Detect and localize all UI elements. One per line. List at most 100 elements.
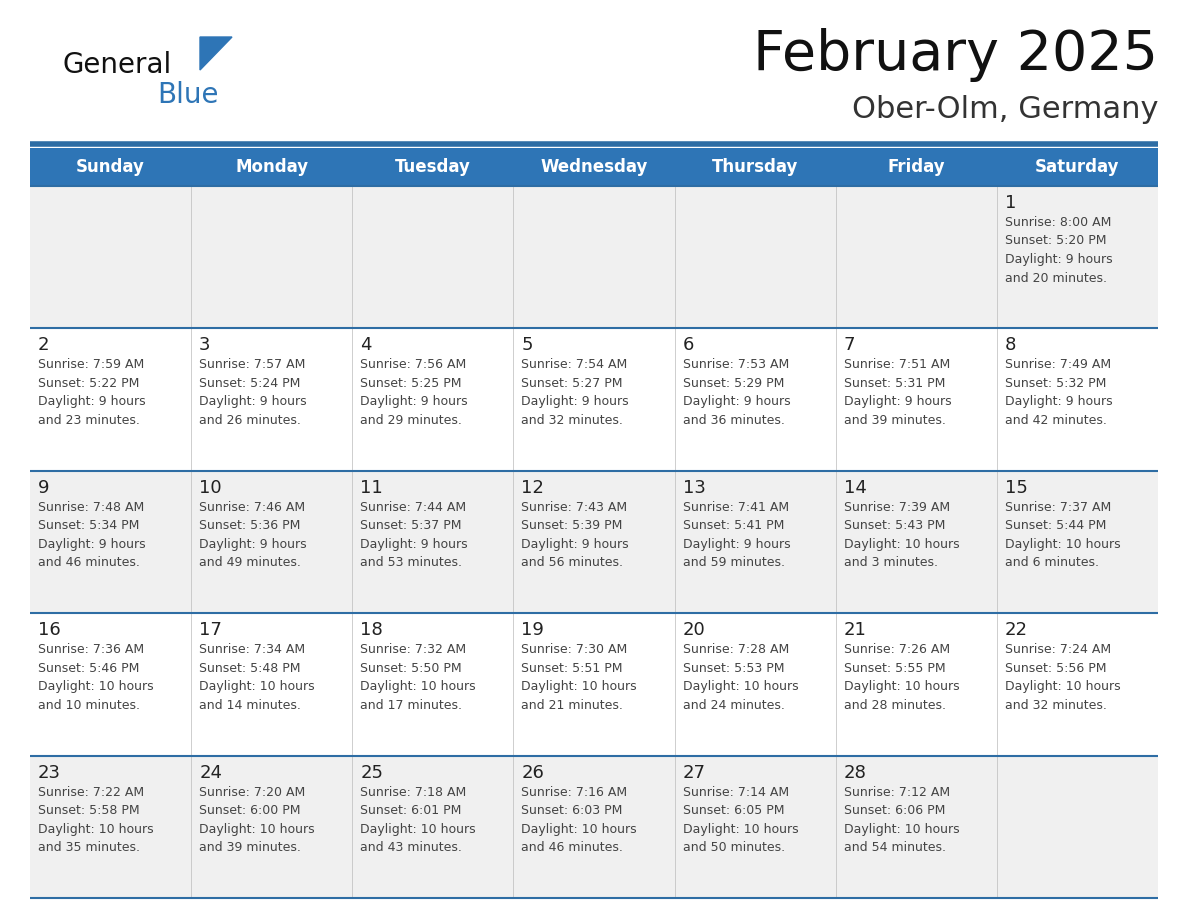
Text: 14: 14 [843, 479, 866, 497]
Bar [997, 186, 1158, 329]
Bar [191, 756, 353, 898]
Bar [191, 186, 353, 329]
Bar [675, 471, 835, 613]
Text: February 2025: February 2025 [753, 28, 1158, 82]
Bar [513, 471, 675, 613]
Text: Sunrise: 7:32 AM
Sunset: 5:50 PM
Daylight: 10 hours
and 17 minutes.: Sunrise: 7:32 AM Sunset: 5:50 PM Dayligh… [360, 644, 476, 711]
Bar [191, 613, 353, 756]
Bar [513, 756, 675, 898]
Bar [513, 186, 675, 329]
Bar [353, 148, 513, 186]
Bar [675, 148, 835, 186]
Text: Sunrise: 7:44 AM
Sunset: 5:37 PM
Daylight: 9 hours
and 53 minutes.: Sunrise: 7:44 AM Sunset: 5:37 PM Dayligh… [360, 501, 468, 569]
Bar [191, 329, 353, 471]
Text: 24: 24 [200, 764, 222, 781]
Text: Sunrise: 7:12 AM
Sunset: 6:06 PM
Daylight: 10 hours
and 54 minutes.: Sunrise: 7:12 AM Sunset: 6:06 PM Dayligh… [843, 786, 960, 854]
Text: Sunrise: 7:56 AM
Sunset: 5:25 PM
Daylight: 9 hours
and 29 minutes.: Sunrise: 7:56 AM Sunset: 5:25 PM Dayligh… [360, 358, 468, 427]
Text: 3: 3 [200, 336, 210, 354]
Bar [513, 148, 675, 186]
Bar [30, 756, 191, 898]
Text: 22: 22 [1005, 621, 1028, 639]
Text: 1: 1 [1005, 194, 1016, 212]
Text: 16: 16 [38, 621, 61, 639]
Text: 11: 11 [360, 479, 383, 497]
Text: Sunrise: 7:14 AM
Sunset: 6:05 PM
Daylight: 10 hours
and 50 minutes.: Sunrise: 7:14 AM Sunset: 6:05 PM Dayligh… [683, 786, 798, 854]
Text: 23: 23 [38, 764, 61, 781]
Text: Sunrise: 7:34 AM
Sunset: 5:48 PM
Daylight: 10 hours
and 14 minutes.: Sunrise: 7:34 AM Sunset: 5:48 PM Dayligh… [200, 644, 315, 711]
Bar [835, 329, 997, 471]
Bar [997, 613, 1158, 756]
Text: Sunrise: 7:22 AM
Sunset: 5:58 PM
Daylight: 10 hours
and 35 minutes.: Sunrise: 7:22 AM Sunset: 5:58 PM Dayligh… [38, 786, 153, 854]
Text: 26: 26 [522, 764, 544, 781]
Text: Sunrise: 7:57 AM
Sunset: 5:24 PM
Daylight: 9 hours
and 26 minutes.: Sunrise: 7:57 AM Sunset: 5:24 PM Dayligh… [200, 358, 307, 427]
Text: 25: 25 [360, 764, 384, 781]
Text: Friday: Friday [887, 158, 946, 176]
Bar [30, 613, 191, 756]
Polygon shape [200, 37, 232, 70]
Bar [675, 756, 835, 898]
Text: Thursday: Thursday [712, 158, 798, 176]
Text: 12: 12 [522, 479, 544, 497]
Text: 10: 10 [200, 479, 222, 497]
Text: 17: 17 [200, 621, 222, 639]
Text: Monday: Monday [235, 158, 308, 176]
Text: Wednesday: Wednesday [541, 158, 647, 176]
Text: Sunrise: 7:49 AM
Sunset: 5:32 PM
Daylight: 9 hours
and 42 minutes.: Sunrise: 7:49 AM Sunset: 5:32 PM Dayligh… [1005, 358, 1112, 427]
Text: 9: 9 [38, 479, 50, 497]
Text: Sunrise: 7:16 AM
Sunset: 6:03 PM
Daylight: 10 hours
and 46 minutes.: Sunrise: 7:16 AM Sunset: 6:03 PM Dayligh… [522, 786, 637, 854]
Text: Sunrise: 7:18 AM
Sunset: 6:01 PM
Daylight: 10 hours
and 43 minutes.: Sunrise: 7:18 AM Sunset: 6:01 PM Dayligh… [360, 786, 476, 854]
Bar [30, 148, 191, 186]
Bar [835, 471, 997, 613]
Text: Blue: Blue [157, 81, 219, 109]
Bar [353, 329, 513, 471]
Bar [835, 186, 997, 329]
Bar [30, 186, 191, 329]
Text: Sunrise: 7:24 AM
Sunset: 5:56 PM
Daylight: 10 hours
and 32 minutes.: Sunrise: 7:24 AM Sunset: 5:56 PM Dayligh… [1005, 644, 1120, 711]
Bar [997, 329, 1158, 471]
Bar [997, 756, 1158, 898]
Text: Sunrise: 7:26 AM
Sunset: 5:55 PM
Daylight: 10 hours
and 28 minutes.: Sunrise: 7:26 AM Sunset: 5:55 PM Dayligh… [843, 644, 960, 711]
Text: Sunrise: 7:36 AM
Sunset: 5:46 PM
Daylight: 10 hours
and 10 minutes.: Sunrise: 7:36 AM Sunset: 5:46 PM Dayligh… [38, 644, 153, 711]
Text: Sunrise: 8:00 AM
Sunset: 5:20 PM
Daylight: 9 hours
and 20 minutes.: Sunrise: 8:00 AM Sunset: 5:20 PM Dayligh… [1005, 216, 1112, 285]
Bar [30, 471, 191, 613]
Bar [675, 613, 835, 756]
Bar [835, 613, 997, 756]
Text: 28: 28 [843, 764, 866, 781]
Text: 21: 21 [843, 621, 866, 639]
Text: Tuesday: Tuesday [394, 158, 470, 176]
Text: Sunrise: 7:20 AM
Sunset: 6:00 PM
Daylight: 10 hours
and 39 minutes.: Sunrise: 7:20 AM Sunset: 6:00 PM Dayligh… [200, 786, 315, 854]
Text: General: General [62, 51, 171, 79]
Text: Sunrise: 7:41 AM
Sunset: 5:41 PM
Daylight: 9 hours
and 59 minutes.: Sunrise: 7:41 AM Sunset: 5:41 PM Dayligh… [683, 501, 790, 569]
Text: Sunrise: 7:39 AM
Sunset: 5:43 PM
Daylight: 10 hours
and 3 minutes.: Sunrise: 7:39 AM Sunset: 5:43 PM Dayligh… [843, 501, 960, 569]
Bar [353, 613, 513, 756]
Text: Sunrise: 7:48 AM
Sunset: 5:34 PM
Daylight: 9 hours
and 46 minutes.: Sunrise: 7:48 AM Sunset: 5:34 PM Dayligh… [38, 501, 146, 569]
Text: Sunrise: 7:59 AM
Sunset: 5:22 PM
Daylight: 9 hours
and 23 minutes.: Sunrise: 7:59 AM Sunset: 5:22 PM Dayligh… [38, 358, 146, 427]
Text: Sunday: Sunday [76, 158, 145, 176]
Text: 4: 4 [360, 336, 372, 354]
Text: 5: 5 [522, 336, 533, 354]
Text: Sunrise: 7:37 AM
Sunset: 5:44 PM
Daylight: 10 hours
and 6 minutes.: Sunrise: 7:37 AM Sunset: 5:44 PM Dayligh… [1005, 501, 1120, 569]
Bar [997, 148, 1158, 186]
Bar [835, 756, 997, 898]
Bar [353, 756, 513, 898]
Text: Sunrise: 7:53 AM
Sunset: 5:29 PM
Daylight: 9 hours
and 36 minutes.: Sunrise: 7:53 AM Sunset: 5:29 PM Dayligh… [683, 358, 790, 427]
Bar [675, 329, 835, 471]
Bar [353, 186, 513, 329]
Bar [675, 186, 835, 329]
Text: 18: 18 [360, 621, 383, 639]
Bar [191, 471, 353, 613]
Text: 13: 13 [683, 479, 706, 497]
Text: Sunrise: 7:46 AM
Sunset: 5:36 PM
Daylight: 9 hours
and 49 minutes.: Sunrise: 7:46 AM Sunset: 5:36 PM Dayligh… [200, 501, 307, 569]
Text: 15: 15 [1005, 479, 1028, 497]
Text: Sunrise: 7:51 AM
Sunset: 5:31 PM
Daylight: 9 hours
and 39 minutes.: Sunrise: 7:51 AM Sunset: 5:31 PM Dayligh… [843, 358, 952, 427]
Text: Saturday: Saturday [1035, 158, 1119, 176]
Bar [513, 613, 675, 756]
Text: Sunrise: 7:30 AM
Sunset: 5:51 PM
Daylight: 10 hours
and 21 minutes.: Sunrise: 7:30 AM Sunset: 5:51 PM Dayligh… [522, 644, 637, 711]
Text: Sunrise: 7:28 AM
Sunset: 5:53 PM
Daylight: 10 hours
and 24 minutes.: Sunrise: 7:28 AM Sunset: 5:53 PM Dayligh… [683, 644, 798, 711]
Bar [353, 471, 513, 613]
Bar [513, 329, 675, 471]
Text: Sunrise: 7:54 AM
Sunset: 5:27 PM
Daylight: 9 hours
and 32 minutes.: Sunrise: 7:54 AM Sunset: 5:27 PM Dayligh… [522, 358, 630, 427]
Text: 8: 8 [1005, 336, 1016, 354]
Bar [30, 329, 191, 471]
Text: 27: 27 [683, 764, 706, 781]
